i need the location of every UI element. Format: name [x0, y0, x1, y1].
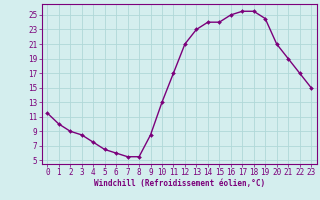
X-axis label: Windchill (Refroidissement éolien,°C): Windchill (Refroidissement éolien,°C) [94, 179, 265, 188]
